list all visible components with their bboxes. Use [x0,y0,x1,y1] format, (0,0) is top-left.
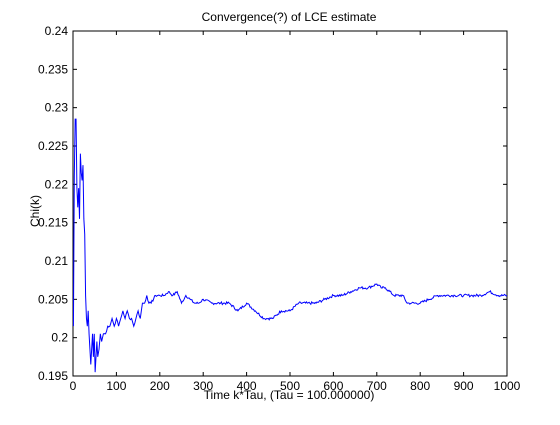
x-tick-label: 0 [70,379,77,393]
chart-title: Convergence(?) of LCE estimate [202,10,377,24]
x-tick-label: 700 [367,379,387,393]
y-tick-label: 0.205 [38,292,68,306]
y-tick-label: 0.24 [45,24,69,38]
series-line [73,118,507,373]
x-tick-label: 800 [410,379,430,393]
x-tick-label: 200 [150,379,170,393]
x-tick-label: 1000 [494,379,521,393]
plot-area-frame [72,30,508,377]
y-tick-label: 0.23 [45,101,69,115]
y-axis-label: Chi(k) [28,195,42,227]
y-tick-label: 0.215 [38,216,68,230]
x-tick-label: 300 [193,379,213,393]
y-tick-label: 0.22 [45,177,69,191]
y-tick-label: 0.235 [38,62,68,76]
x-tick-label: 900 [454,379,474,393]
x-tick-label: 500 [280,379,300,393]
y-tick-label: 0.195 [38,369,68,383]
x-axis-label: Time k*Tau, (Tau = 100.000000) [204,388,375,402]
x-tick-label: 600 [323,379,343,393]
x-tick-label: 100 [106,379,126,393]
x-tick-label: 400 [237,379,257,393]
y-tick-label: 0.21 [45,254,69,268]
y-tick-label: 0.2 [51,331,68,345]
y-tick-label: 0.225 [38,139,68,153]
